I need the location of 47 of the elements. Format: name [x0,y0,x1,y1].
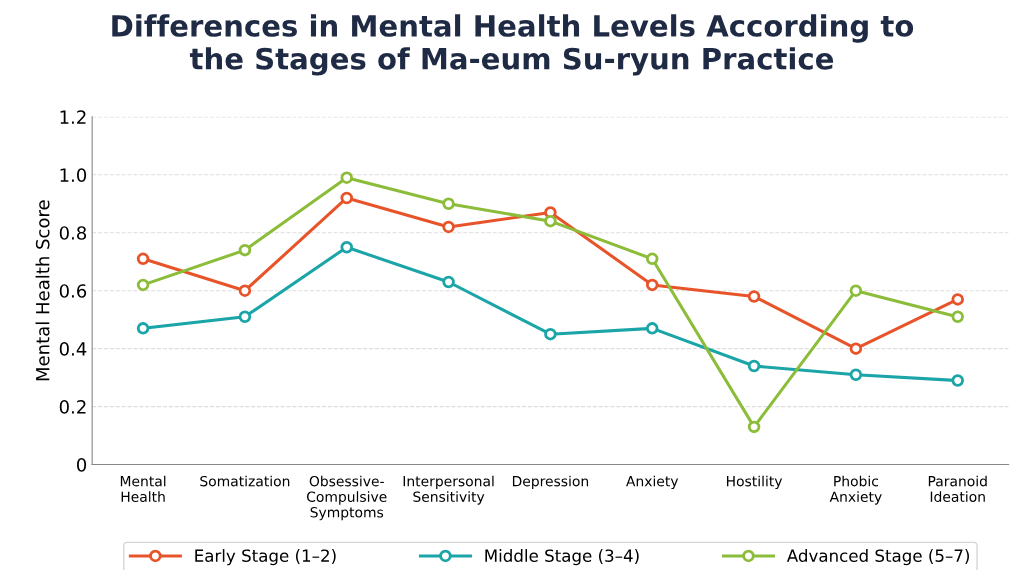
point [442,220,455,234]
x-tick-label: Paranoid Ideation [928,475,987,502]
x-tick-label: Hostility [726,475,783,490]
x-tick-label: Interpersonal Sensitivity [403,475,494,505]
y-tick-label: 0.6 [59,284,87,298]
point [442,275,455,289]
point [238,284,252,297]
point [340,191,353,205]
point [747,420,761,434]
x-tick-label: Somatization [200,475,290,487]
x-tick-label: Depression [512,475,589,490]
y-axis-title: Mental Health Score [35,200,50,381]
y-tick-label: 0 [77,458,87,472]
point [544,214,557,228]
point [747,290,761,303]
y-tick-label: 1.0 [60,168,87,182]
x-tick-label: Phobic Anxiety [829,475,882,505]
point [951,374,964,387]
y-tick-label: 0.2 [59,400,86,414]
legend-label: Early Stage (1–2) [195,549,336,566]
point [238,310,252,324]
y-tick-label: 0.8 [59,226,87,240]
chart-title: Differences in Mental Health Levels According to the Stages of Ma-eum Su-ryun Practice [112,14,914,76]
y-tick-label: 0.4 [59,342,87,356]
x-tick-label: Mental Health [120,475,166,502]
point [136,252,150,266]
point [951,310,964,324]
y-tick-label: 1.2 [60,110,86,124]
point [340,171,353,184]
point [645,252,659,266]
legend-label: Advanced Stage (5–7) [786,549,969,566]
point [544,327,557,341]
point [951,293,964,306]
point [849,342,863,355]
point [442,197,455,211]
point [238,243,252,257]
point [340,240,353,254]
point [747,359,761,373]
point [849,368,863,381]
point [849,284,863,297]
point [645,322,659,335]
legend-label: Middle Stage (3–4) [485,549,639,566]
x-tick-label: Anxiety [626,475,679,490]
point [645,278,659,292]
point [136,278,150,292]
x-tick-label: Obsessive- Compulsive Symptoms [306,475,387,521]
point [136,322,150,335]
